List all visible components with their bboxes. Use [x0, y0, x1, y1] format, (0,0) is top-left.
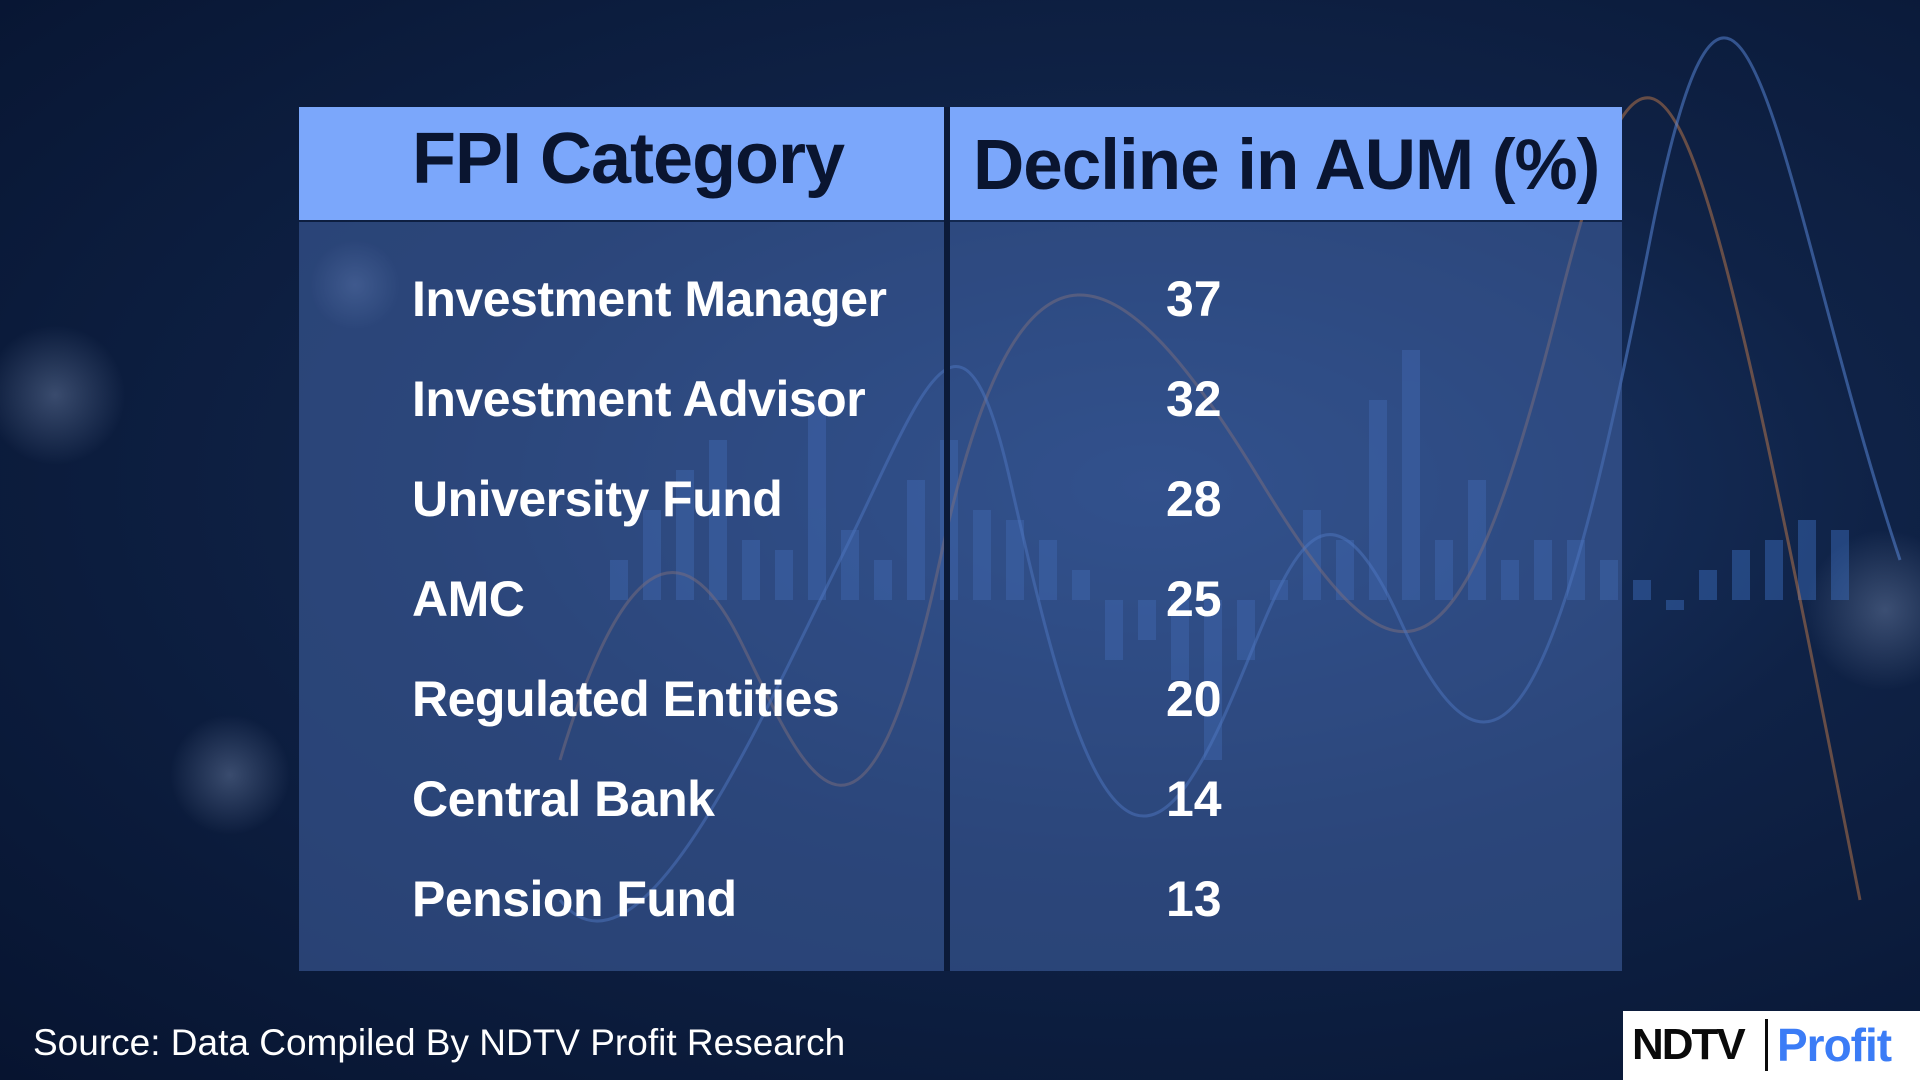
- row-category: Pension Fund: [412, 871, 737, 927]
- logo-profit-text: Profit: [1777, 1019, 1892, 1071]
- header-category-label: FPI Category: [412, 119, 845, 199]
- table-row: Central Bank 14: [299, 749, 1622, 849]
- bg-bar: [1699, 570, 1717, 600]
- row-decline-value: 28: [1166, 471, 1222, 527]
- fpi-aum-table: FPI Category Decline in AUM (%) Investme…: [299, 107, 1622, 971]
- logo-ndtv-text: NDTV: [1632, 1020, 1746, 1069]
- bg-bar: [1732, 550, 1750, 600]
- row-decline-value: 13: [1166, 871, 1222, 927]
- value-column-bg: [950, 222, 1622, 971]
- column-divider: [944, 107, 950, 971]
- table-body: Investment Manager 37 Investment Advisor 32…: [299, 222, 1622, 971]
- row-category: Regulated Entities: [412, 671, 840, 727]
- header-fpi-category: FPI Category: [299, 107, 944, 220]
- bg-bar: [1633, 580, 1651, 600]
- table-row: Pension Fund 13: [299, 849, 1622, 949]
- table-row: Investment Advisor 32: [299, 349, 1622, 449]
- row-decline-value: 25: [1166, 571, 1222, 627]
- row-category: Investment Advisor: [412, 371, 866, 427]
- bg-bar: [1765, 540, 1783, 600]
- row-decline-value: 37: [1166, 271, 1222, 327]
- logo-divider: [1765, 1019, 1768, 1071]
- row-category: Central Bank: [412, 771, 715, 827]
- table-row: University Fund 28: [299, 449, 1622, 549]
- table-row: Investment Manager 37: [299, 249, 1622, 349]
- bg-bar: [1831, 530, 1849, 600]
- bg-bar: [1798, 520, 1816, 600]
- row-decline-value: 32: [1166, 371, 1222, 427]
- table-row: AMC 25: [299, 549, 1622, 649]
- table-header: FPI Category Decline in AUM (%): [299, 107, 1622, 220]
- ndtv-profit-logo: NDTV Profit: [1623, 1011, 1920, 1080]
- header-value-label: Decline in AUM (%): [973, 126, 1600, 205]
- bg-bar: [1666, 600, 1684, 610]
- row-decline-value: 20: [1166, 671, 1222, 727]
- row-category: Investment Manager: [412, 271, 887, 327]
- row-category: University Fund: [412, 471, 783, 527]
- header-decline-aum: Decline in AUM (%): [950, 107, 1622, 220]
- category-column-bg: [299, 222, 944, 971]
- row-decline-value: 14: [1166, 771, 1222, 827]
- table-row: Regulated Entities 20: [299, 649, 1622, 749]
- row-category: AMC: [412, 571, 525, 627]
- source-note: Source: Data Compiled By NDTV Profit Res…: [33, 1022, 846, 1063]
